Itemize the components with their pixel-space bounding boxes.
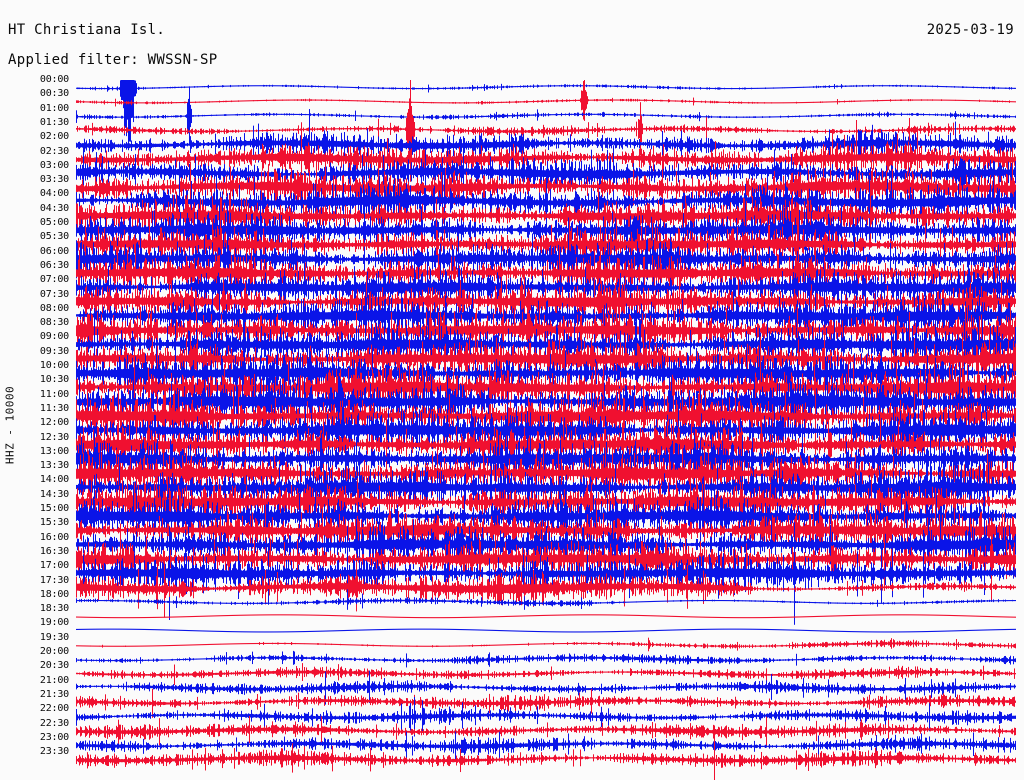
helicorder-plot[interactable] xyxy=(76,80,1016,780)
time-label: 21:00 xyxy=(39,674,69,686)
time-label: 23:30 xyxy=(39,746,69,758)
time-label: 14:00 xyxy=(39,474,69,486)
time-label: 23:00 xyxy=(39,731,69,743)
time-label: 21:30 xyxy=(39,688,69,700)
page-title: HT Christiana Isl. xyxy=(8,22,166,38)
time-label: 02:30 xyxy=(39,145,69,157)
time-label: 20:00 xyxy=(39,646,69,657)
time-label: 13:30 xyxy=(39,460,69,472)
time-label: 18:30 xyxy=(39,603,69,615)
time-label: 05:00 xyxy=(39,217,69,228)
time-label: 17:30 xyxy=(39,574,69,586)
time-label: 22:30 xyxy=(39,717,69,729)
time-label: 19:30 xyxy=(39,631,69,643)
time-label: 03:30 xyxy=(39,174,69,186)
time-label: 01:30 xyxy=(39,116,69,128)
time-label: 00:00 xyxy=(39,74,69,85)
time-label: 14:30 xyxy=(39,488,69,500)
time-label: 22:00 xyxy=(39,703,69,715)
time-label: 13:00 xyxy=(39,445,69,457)
time-label: 04:30 xyxy=(39,202,69,214)
time-label: 08:00 xyxy=(39,302,69,314)
time-label: 05:30 xyxy=(39,231,69,243)
time-label: 15:30 xyxy=(39,517,69,529)
time-label: 16:30 xyxy=(39,545,69,557)
time-label: 16:00 xyxy=(39,531,69,543)
seismogram-canvas[interactable] xyxy=(76,80,1016,780)
time-label: 09:00 xyxy=(39,331,69,343)
time-label: 10:00 xyxy=(39,360,69,371)
time-label: 19:00 xyxy=(39,617,69,629)
time-label: 04:00 xyxy=(39,188,69,200)
time-label: 15:00 xyxy=(39,503,69,514)
time-label: 11:00 xyxy=(39,388,69,400)
time-label: 11:30 xyxy=(39,402,69,414)
time-label: 12:00 xyxy=(39,417,69,429)
time-label: 09:30 xyxy=(39,345,69,357)
time-label: 03:00 xyxy=(39,159,69,171)
record-date: 2025-03-19 xyxy=(926,22,1014,38)
time-label: 08:30 xyxy=(39,317,69,329)
time-label: 12:30 xyxy=(39,431,69,443)
time-label: 18:00 xyxy=(39,588,69,600)
time-label: 20:30 xyxy=(39,660,69,672)
time-label: 06:00 xyxy=(39,245,69,257)
time-label: 00:30 xyxy=(39,88,69,100)
time-label: 06:30 xyxy=(39,259,69,271)
time-label: 01:00 xyxy=(39,102,69,114)
time-axis: 00:00 00:30 01:00 01:30 02:00 02:30 03:00 03:30… xyxy=(0,0,74,780)
time-label: 02:00 xyxy=(39,131,69,143)
time-label: 07:00 xyxy=(39,274,69,286)
applied-filter-label: Applied filter: WWSSN-SP xyxy=(8,52,218,68)
time-label: 07:30 xyxy=(39,288,69,300)
time-label: 10:30 xyxy=(39,374,69,386)
time-label: 17:00 xyxy=(39,560,69,572)
